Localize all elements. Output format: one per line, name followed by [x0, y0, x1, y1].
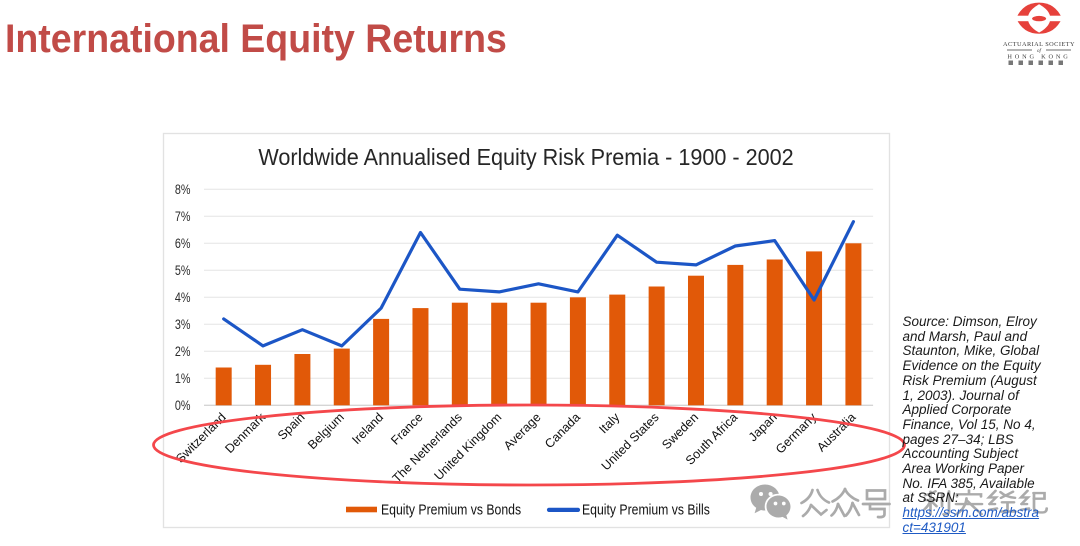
svg-text:7%: 7%	[175, 209, 191, 224]
svg-text:0%: 0%	[175, 398, 191, 413]
svg-text:ACTUARIAL SOCIETY: ACTUARIAL SOCIETY	[1003, 41, 1075, 48]
svg-text:1%: 1%	[175, 371, 191, 386]
svg-text:Worldwide Annualised Equity Ri: Worldwide Annualised Equity Risk Premia …	[258, 144, 793, 170]
svg-text:of: of	[1037, 49, 1042, 54]
svg-text:2%: 2%	[175, 344, 191, 359]
svg-text:6%: 6%	[175, 236, 191, 251]
svg-text:Equity Premium vs Bonds: Equity Premium vs Bonds	[381, 502, 521, 518]
svg-text:HONG KONG: HONG KONG	[1007, 54, 1070, 61]
svg-text:Equity Premium vs Bills: Equity Premium vs Bills	[582, 502, 710, 518]
svg-text:4%: 4%	[175, 290, 191, 305]
svg-text:5%: 5%	[175, 263, 191, 278]
svg-text:8%: 8%	[175, 182, 191, 197]
svg-text:3%: 3%	[175, 317, 191, 332]
